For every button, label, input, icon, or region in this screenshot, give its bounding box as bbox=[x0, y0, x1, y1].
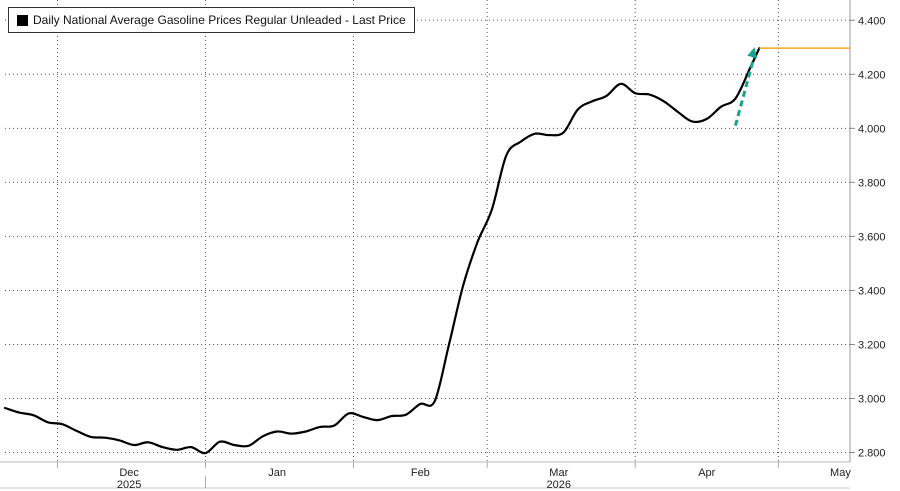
legend: Daily National Average Gasoline Prices R… bbox=[8, 7, 415, 33]
gridlines bbox=[5, 0, 850, 462]
series-layer bbox=[3, 47, 761, 455]
x-tick-label: Apr bbox=[698, 467, 715, 479]
x-year-label: 2025 bbox=[117, 479, 141, 491]
x-tick-label: Dec bbox=[119, 467, 139, 479]
x-tick-label: Jan bbox=[268, 467, 286, 479]
price-series-line bbox=[3, 47, 761, 455]
y-tick-label: 2.800 bbox=[858, 448, 886, 460]
x-tick-label: Feb bbox=[411, 467, 430, 479]
x-tick-label: Mar bbox=[549, 467, 568, 479]
y-tick-label: 3.200 bbox=[858, 339, 886, 351]
y-tick-label: 4.000 bbox=[858, 123, 886, 135]
annotation-layer bbox=[733, 47, 850, 127]
y-tick-label: 3.000 bbox=[858, 394, 886, 406]
legend-swatch-icon bbox=[17, 14, 28, 26]
y-tick-label: 3.800 bbox=[858, 177, 886, 189]
y-tick-label: 4.400 bbox=[858, 15, 886, 27]
y-tick-label: 3.400 bbox=[858, 285, 886, 297]
x-year-label: 2026 bbox=[547, 479, 571, 491]
y-tick-label: 4.200 bbox=[858, 69, 886, 81]
y-tick-label: 3.600 bbox=[858, 231, 886, 243]
legend-entry: Daily National Average Gasoline Prices R… bbox=[33, 13, 406, 27]
x-tick-label: May bbox=[830, 467, 851, 479]
trend-arrow-head-icon bbox=[747, 47, 758, 59]
trend-arrow-shaft bbox=[733, 54, 756, 127]
